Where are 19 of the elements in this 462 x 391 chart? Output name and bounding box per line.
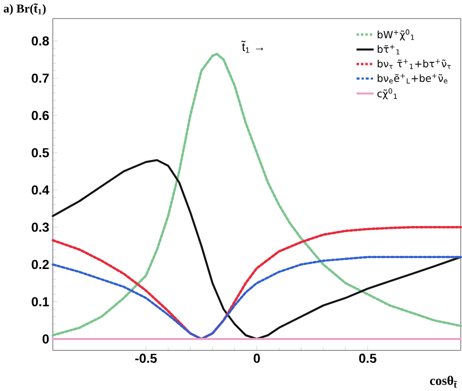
line-series (52, 52, 462, 336)
y-tick-label: 0.8 (32, 36, 49, 46)
x-tick-label: -0.5 (135, 354, 157, 363)
y-tick-label: 0.1 (32, 297, 49, 306)
y-tick-label: 0.5 (32, 148, 49, 158)
y-tick-label: 0.3 (32, 222, 49, 232)
x-tick-label: 0 (254, 354, 260, 363)
y-tick-label: 0.2 (32, 260, 49, 270)
y-tick-label: 0.7 (32, 74, 49, 83)
text: bν$_{τ}$ τ̃$^{+}$$_{1}$+bτ$^{+}$ν̃$_{τ}$ (378, 59, 451, 69)
y-tick-label: 0.6 (32, 110, 49, 120)
y-tick-label: 0 (42, 334, 49, 344)
annotation: t̃$_{1}$ → (241, 40, 264, 53)
text: bν$_{e}$ẽ$^{+}$$_{L}$+be$^{+}$ν̃$_{e}$ (378, 74, 448, 84)
x-axis-title: cosθ$_{t̃}$ (430, 376, 457, 388)
x-tick-label: 0.5 (359, 354, 376, 363)
line-series (52, 159, 462, 340)
chart-title: a) Br(t̃$_{1}$) (4, 3, 46, 15)
y-tick-label: 0.4 (32, 185, 50, 195)
